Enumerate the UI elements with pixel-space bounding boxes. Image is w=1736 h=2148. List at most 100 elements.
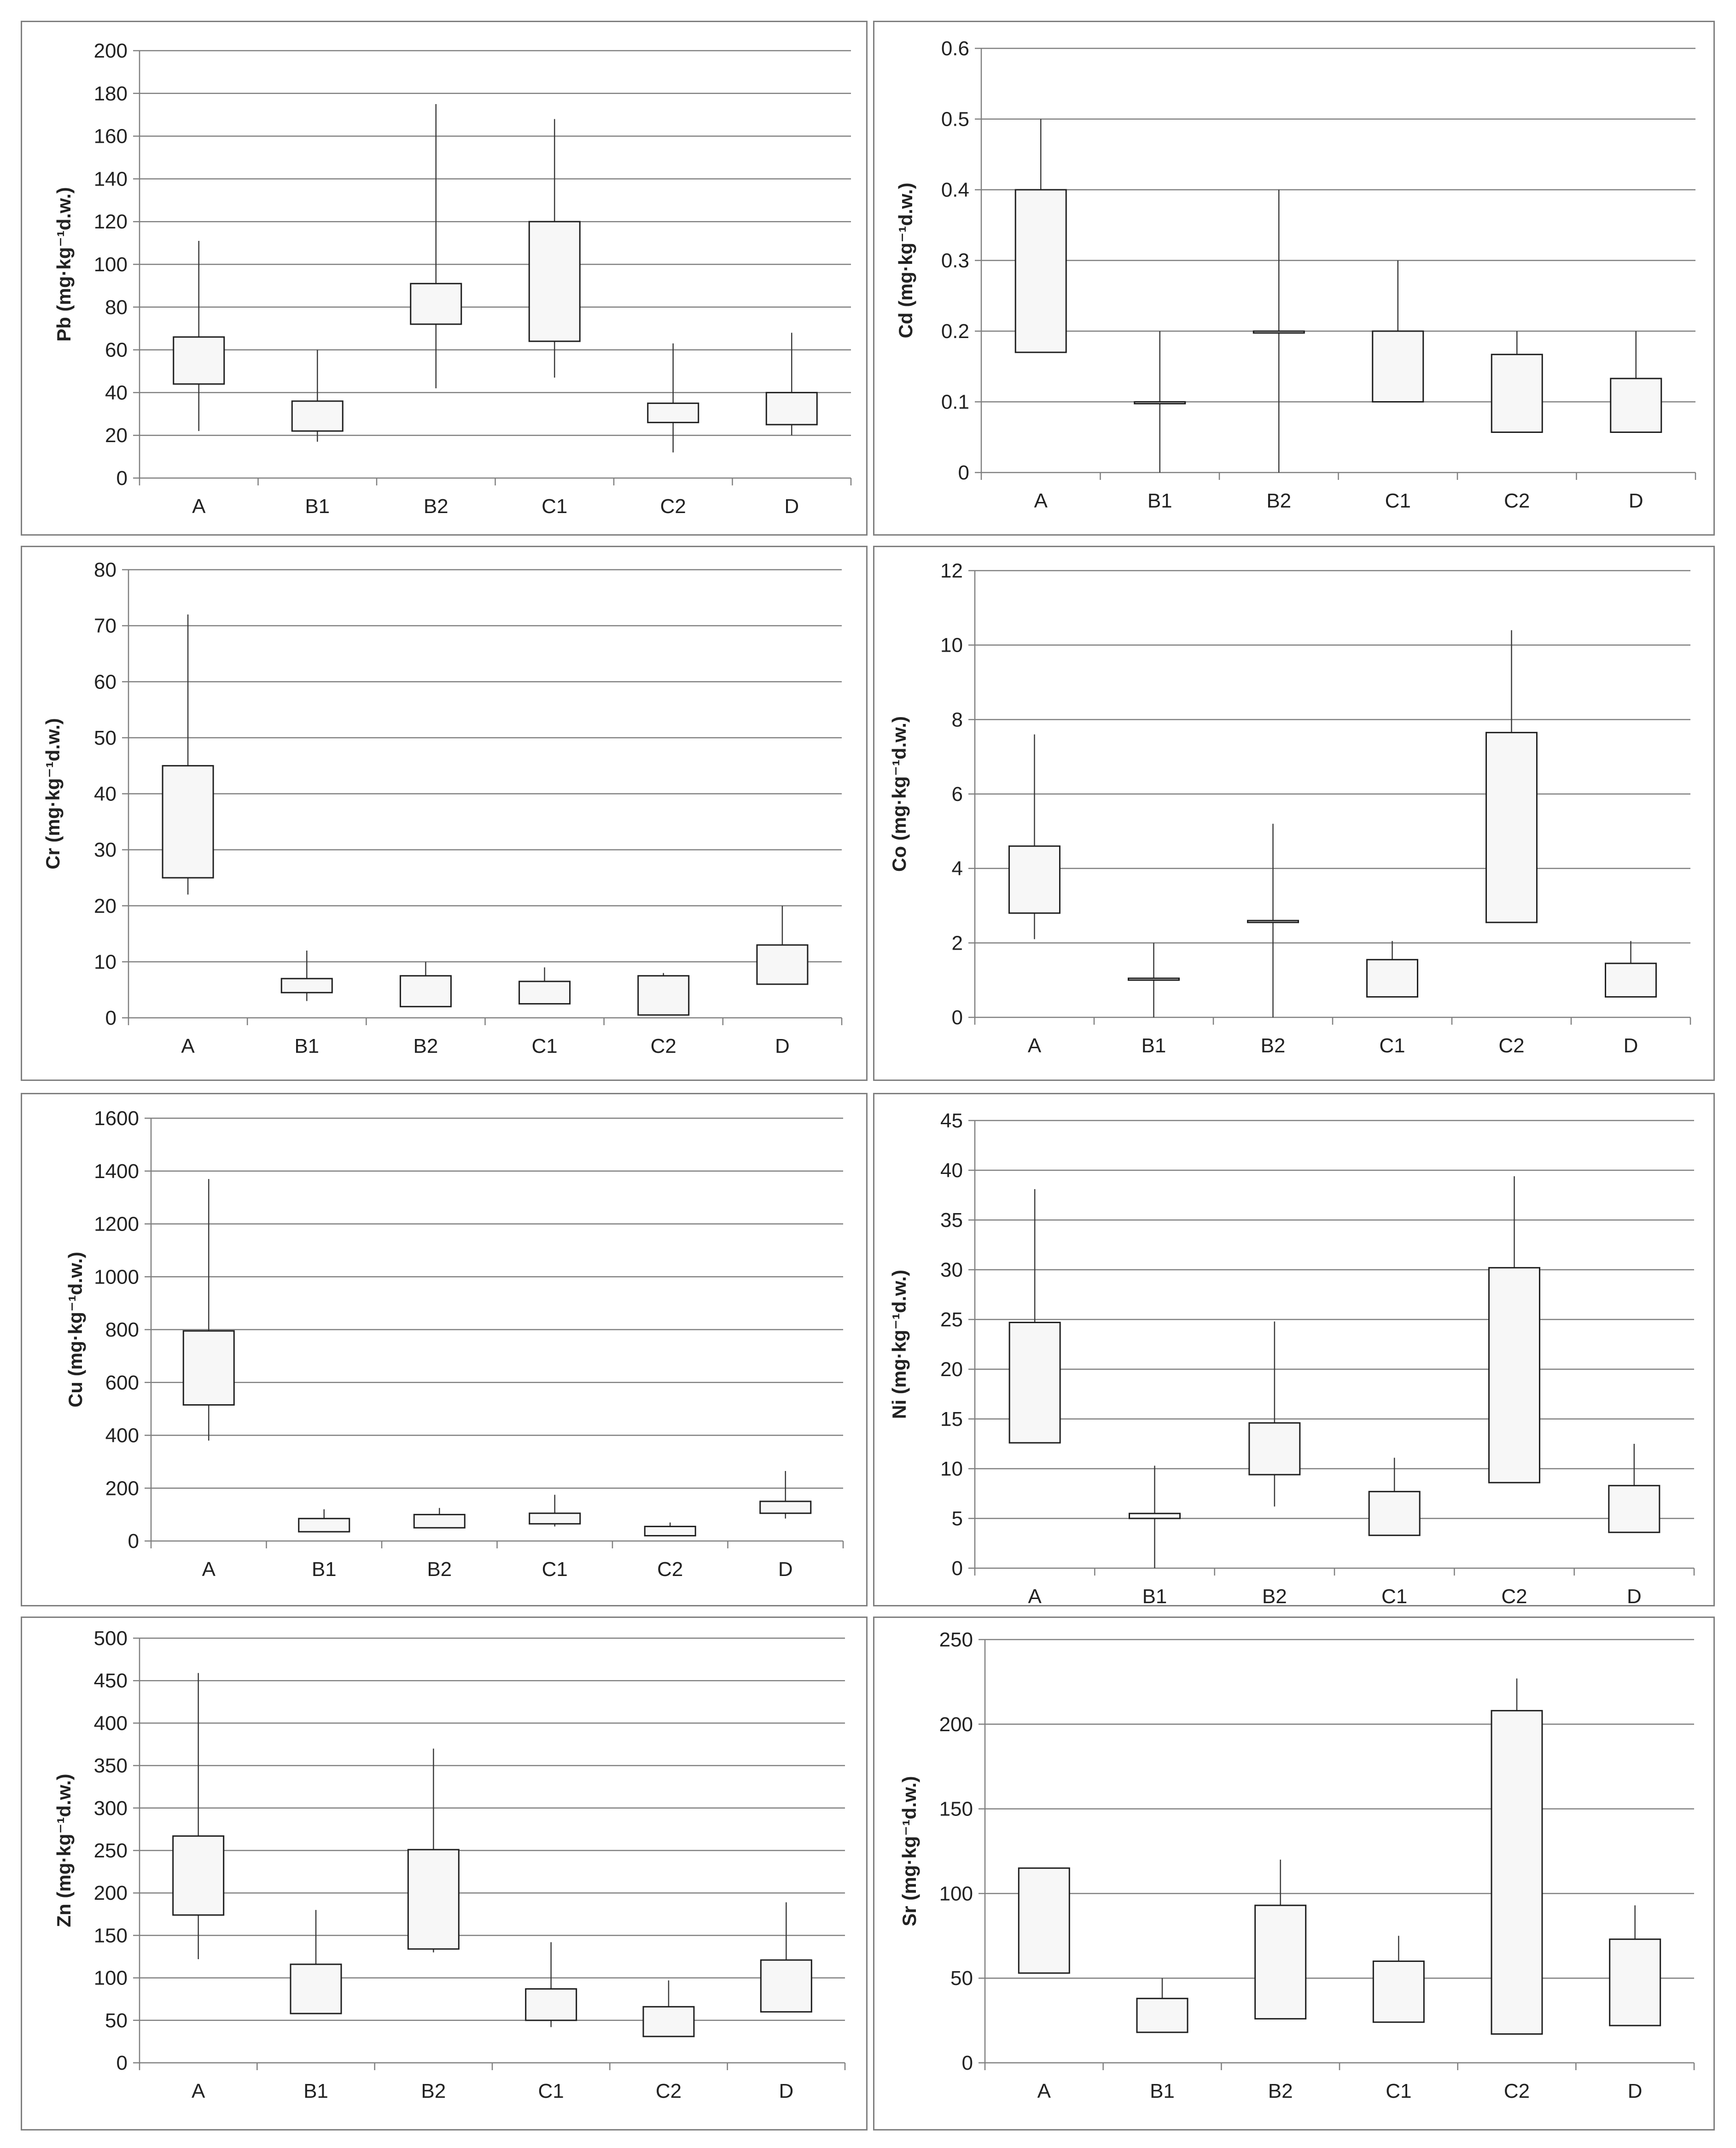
chart-panel-cu: 0 200 400 600 800 1000 1200 1400 1600 Cu (mg·kg⁻¹… [21,1093,868,1606]
y-tick-label: 1200 [94,1213,139,1236]
zn-axis-title: Zn (mg·kg⁻¹d.w.) [53,1774,75,1927]
category-label: D [778,1558,793,1581]
chart-panel-co: 0 2 4 6 8 10 12 Co (mg·kg⁻¹d.w.) A B1 B2 C1 C2 D [873,546,1715,1081]
box-d [1605,963,1657,998]
y-tick-label: 100 [94,1967,128,1990]
y-tick-label: 50 [94,727,117,749]
box-b2 [399,975,452,1008]
y-tick-label: 400 [105,1424,139,1447]
category-label: C1 [538,2080,564,2102]
category-label: A [1034,490,1048,512]
y-tick-label: 300 [94,1797,128,1820]
y-tick-label: 30 [94,839,117,861]
category-label: B2 [424,495,449,518]
y-tick-label: 0 [128,1530,139,1553]
box-c2 [1491,354,1543,433]
category-label: B1 [294,1035,319,1057]
chart-panel-ni: 0 5 10 15 20 25 30 35 40 45 Ni (mg·kg⁻¹d.w.) A B1 B2 C… [873,1093,1715,1606]
y-tick-label: 0.4 [941,179,969,201]
y-tick-label: 200 [94,1882,128,1904]
category-label: B1 [1148,490,1172,512]
box-b1 [1128,977,1180,981]
y-tick-label: 6 [952,783,963,806]
category-label: B1 [305,495,330,518]
chart-sr: 0 50 100 150 200 250 Sr (mg·kg⁻¹d.w.) A B1 B2 C1 C2… [898,1629,1695,2102]
category-label: D [1628,2080,1643,2102]
y-tick-label: 80 [94,559,117,581]
y-tick-label: 2 [952,932,963,954]
box-d [1610,378,1662,433]
category-label: A [181,1035,195,1057]
box-b1 [1136,1997,1188,2033]
y-tick-label: 20 [940,1358,963,1381]
box-c1 [1372,330,1424,403]
box-c2 [644,1525,696,1537]
box-c2 [647,403,699,423]
box-c1 [529,1512,581,1525]
y-tick-label: 200 [105,1477,139,1500]
category-label: C2 [1498,1034,1524,1057]
chart-pb: 0 20 40 60 80 100 120 140 160 180 200 Pb (mg·kg⁻¹d.… [53,40,852,518]
y-tick-label: 0.1 [941,391,969,414]
y-tick-label: 0 [958,461,969,484]
category-label: A [1028,1585,1042,1605]
y-tick-label: 400 [94,1712,128,1734]
box-c2 [1491,1710,1543,2035]
box-d [760,1959,812,2013]
y-tick-label: 45 [940,1109,963,1132]
y-tick-label: 350 [94,1755,128,1777]
box-a [1014,189,1067,353]
category-label: B2 [1262,1585,1287,1605]
chart-panel-zn: 0 50 100 150 200 250 300 350 400 450 500 Zn (mg·kg⁻… [21,1617,868,2130]
y-tick-label: 0 [952,1006,963,1029]
sr-axis-title: Sr (mg·kg⁻¹d.w.) [898,1776,920,1926]
y-tick-label: 35 [940,1209,963,1232]
pb-axis-title: Pb (mg·kg⁻¹d.w.) [53,187,75,342]
category-label: C2 [1501,1585,1527,1605]
chart-panel-pb: 0 20 40 60 80 100 120 140 160 180 200 Pb (mg·kg⁻¹d.… [21,21,868,536]
y-tick-label: 250 [94,1839,128,1862]
chart-panel-cr: 0 10 20 30 40 50 60 70 80 Cr (mg·kg⁻¹d.w.) A B1 B2 C1… [21,546,868,1081]
ni-axis-title: Ni (mg·kg⁻¹d.w.) [888,1270,910,1419]
category-label: C1 [1386,2080,1411,2102]
y-tick-label: 0 [952,1557,963,1580]
box-d [759,1500,812,1514]
category-label: A [202,1558,216,1581]
y-tick-label: 450 [94,1669,128,1692]
y-tick-label: 40 [105,381,128,404]
y-tick-label: 4 [952,858,963,880]
category-label: B1 [1142,1585,1167,1605]
y-tick-label: 0.2 [941,320,969,343]
y-tick-label: 100 [939,1882,973,1905]
y-tick-label: 20 [105,424,128,447]
y-tick-label: 50 [950,1967,973,1990]
category-label: D [1629,490,1643,512]
category-label: C1 [542,1558,568,1581]
y-tick-label: 500 [94,1627,128,1650]
chart-zn: 0 50 100 150 200 250 300 350 400 450 500 Zn (mg·kg⁻… [53,1627,846,2102]
category-label: C1 [1385,490,1411,512]
category-label: C1 [531,1035,557,1057]
category-label: D [775,1035,790,1057]
box-c2 [637,975,690,1016]
box-b1 [1134,401,1186,404]
y-tick-label: 12 [940,560,963,582]
y-tick-label: 200 [939,1713,973,1736]
box-d [765,391,818,426]
y-tick-label: 120 [94,210,128,233]
category-label: B1 [303,2080,328,2102]
y-tick-label: 250 [939,1629,973,1651]
chart-cr: 0 10 20 30 40 50 60 70 80 Cr (mg·kg⁻¹d.w.) A B1 B2 C1… [42,559,843,1057]
y-tick-label: 0 [105,1007,117,1029]
y-tick-label: 160 [94,125,128,148]
chart-cu: 0 200 400 600 800 1000 1200 1400 1600 Cu (mg·kg⁻¹… [64,1107,844,1581]
y-tick-label: 8 [952,708,963,731]
y-tick-label: 0.3 [941,250,969,272]
category-label: A [1037,2080,1051,2102]
box-a [162,765,214,879]
box-b2 [410,283,462,325]
box-b2 [1247,920,1299,923]
box-c1 [1368,1491,1421,1536]
category-label: C1 [1379,1034,1405,1057]
category-label: C2 [657,1558,683,1581]
